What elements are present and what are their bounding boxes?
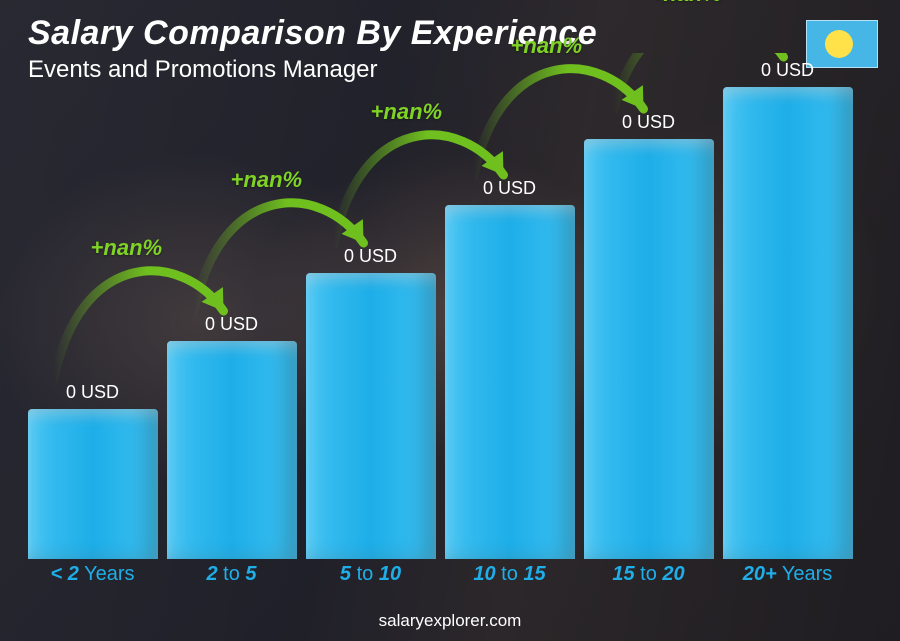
bar-rect <box>306 273 436 559</box>
x-label-3: 10 to 15 <box>445 563 575 593</box>
bar-value-label: 0 USD <box>622 112 675 133</box>
bar-5: 0 USD <box>723 87 853 559</box>
bar-chart: +nan%+nan%+nan%+nan%+nan% 0 USD0 USD0 US… <box>20 53 860 593</box>
bar-4: 0 USD <box>584 139 714 559</box>
bar-rect <box>445 205 575 559</box>
footer-attribution: salaryexplorer.com <box>0 611 900 631</box>
bar-2: 0 USD <box>306 273 436 559</box>
bar-rect <box>723 87 853 559</box>
x-labels-container: < 2 Years 2 to 5 5 to 10 10 to 15 15 to 20 20… <box>20 563 860 593</box>
x-label-0: < 2 Years <box>28 563 158 593</box>
bar-rect <box>28 409 158 559</box>
bar-value-label: 0 USD <box>344 246 397 267</box>
x-label-1: 2 to 5 <box>167 563 297 593</box>
x-label-2: 5 to 10 <box>306 563 436 593</box>
bar-rect <box>167 341 297 559</box>
bar-3: 0 USD <box>445 205 575 559</box>
x-label-4: 15 to 20 <box>584 563 714 593</box>
chart-title: Salary Comparison By Experience <box>28 14 597 53</box>
bars-container: 0 USD0 USD0 USD0 USD0 USD0 USD <box>20 53 860 559</box>
infographic-canvas: Salary Comparison By Experience Events a… <box>0 0 900 641</box>
bar-1: 0 USD <box>167 341 297 559</box>
x-label-5: 20+ Years <box>723 563 853 593</box>
bar-value-label: 0 USD <box>761 60 814 81</box>
bar-value-label: 0 USD <box>66 382 119 403</box>
bar-value-label: 0 USD <box>205 314 258 335</box>
bar-0: 0 USD <box>28 409 158 559</box>
bar-value-label: 0 USD <box>483 178 536 199</box>
bar-rect <box>584 139 714 559</box>
